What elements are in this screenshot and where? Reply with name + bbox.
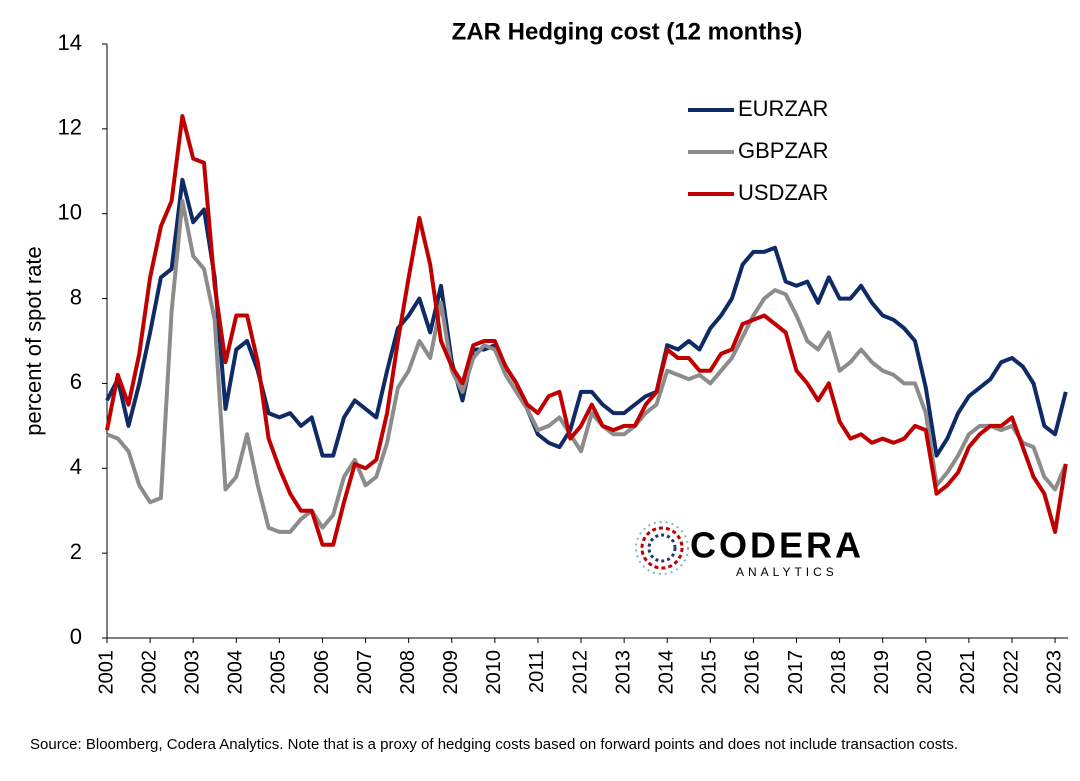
x-tick-label: 2001 (95, 650, 117, 695)
x-tick-label: 2007 (354, 650, 376, 695)
x-tick-label: 2017 (785, 650, 807, 695)
x-tick-label: 2022 (1000, 650, 1022, 695)
legend-label: EURZAR (738, 96, 828, 121)
legend-label: USDZAR (738, 180, 828, 205)
line-series (105, 114, 1068, 547)
logo: CODERA ANALYTICS (635, 521, 864, 579)
x-tick-label: 2005 (268, 650, 290, 695)
x-tick-label: 2011 (526, 650, 548, 693)
x-tick-label: 2016 (742, 650, 764, 695)
y-tick-label: 8 (70, 284, 82, 309)
logo-ring (647, 533, 677, 563)
y-tick-label: 12 (58, 115, 82, 140)
x-tick-label: 2018 (828, 650, 850, 695)
x-tick-label: 2004 (225, 650, 247, 695)
chart: ZAR Hedging cost (12 months) percent of … (21, 18, 1068, 695)
x-tick-label: 2012 (569, 650, 591, 695)
x-tick-label: 2002 (138, 650, 160, 695)
x-tick-label: 2013 (612, 650, 634, 695)
x-tick-label: 2021 (957, 650, 979, 695)
logo-name: CODERA (690, 525, 864, 566)
logo-ring (635, 521, 689, 575)
x-tick-label: 2009 (440, 650, 462, 695)
source-note: Source: Bloomberg, Codera Analytics. Not… (30, 736, 959, 753)
y-tick-label: 6 (70, 369, 82, 394)
logo-ring (640, 526, 684, 570)
legend-label: GBPZAR (738, 138, 828, 163)
x-tick-label: 2006 (311, 650, 333, 695)
y-tick-label: 4 (70, 454, 82, 479)
line-series (105, 177, 1068, 458)
x-tick-label: 2008 (397, 650, 419, 695)
x-tick-label: 2020 (914, 650, 936, 695)
y-tick-label: 10 (58, 200, 82, 225)
y-tick-label: 2 (70, 539, 82, 564)
line-series (106, 199, 1068, 534)
x-tick-label: 2023 (1043, 650, 1065, 695)
logo-tagline: ANALYTICS (736, 565, 838, 579)
x-tick-label: 2019 (871, 650, 893, 695)
chart-title: ZAR Hedging cost (12 months) (452, 18, 803, 45)
x-tick-label: 2014 (656, 650, 678, 695)
x-tick-label: 2003 (181, 650, 203, 695)
x-tick-label: 2010 (483, 650, 505, 695)
y-tick-label: 0 (70, 624, 82, 649)
y-axis-label: percent of spot rate (21, 246, 46, 436)
y-tick-label: 14 (58, 30, 82, 55)
x-tick-label: 2015 (699, 650, 721, 695)
